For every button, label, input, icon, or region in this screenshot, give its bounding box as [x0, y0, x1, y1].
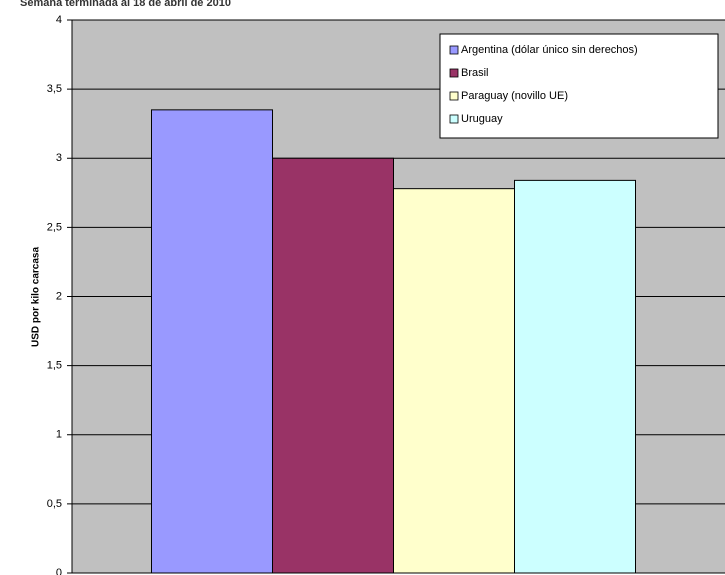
- bar: [151, 109, 273, 574]
- legend-label: Paraguay (novillo UE): [461, 90, 568, 102]
- y-tick-label: 2: [56, 290, 62, 302]
- y-tick-label: 3,5: [47, 83, 62, 95]
- legend-swatch: [449, 45, 459, 55]
- legend-label: Brasil: [461, 67, 489, 79]
- y-tick-label: 2,5: [47, 221, 62, 233]
- legend-label: Uruguay: [461, 113, 503, 125]
- y-tick-label: 3: [56, 152, 62, 164]
- y-tick-label: 4: [56, 14, 62, 26]
- y-tick-label: 0: [56, 567, 62, 575]
- bar: [514, 179, 636, 574]
- legend-swatch: [449, 114, 459, 124]
- legend-label: Argentina (dólar único sin derechos): [461, 44, 638, 56]
- y-tick-label: 1,5: [47, 360, 62, 372]
- legend-swatch: [449, 68, 459, 78]
- bar: [272, 157, 394, 574]
- chart-title: Semana terminada al 18 de abril de 2010: [20, 0, 231, 9]
- y-tick-label: 1: [56, 429, 62, 441]
- y-tick-label: 0,5: [47, 498, 62, 510]
- legend-box: [439, 33, 719, 139]
- legend-swatch: [449, 91, 459, 101]
- bar: [393, 188, 515, 574]
- y-axis-label: USD por kilo carcasa: [31, 247, 42, 347]
